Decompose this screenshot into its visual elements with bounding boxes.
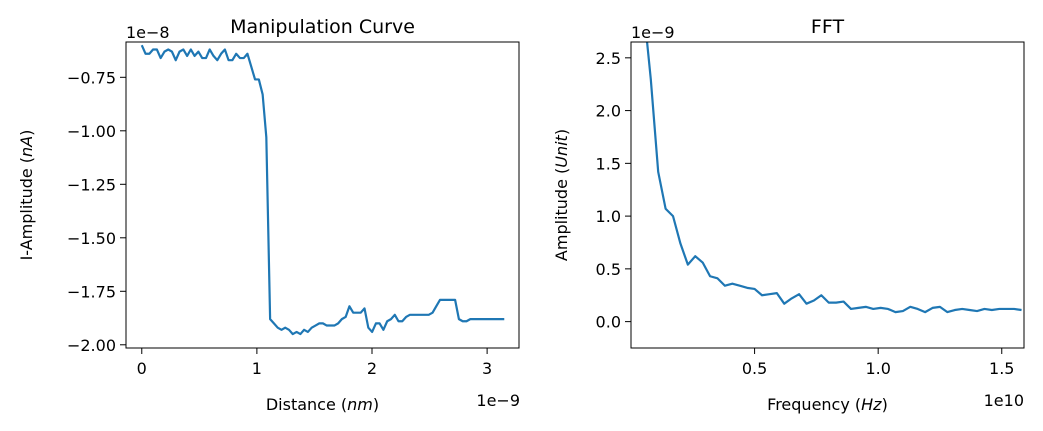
y-tick-label: 0.5 xyxy=(596,260,621,279)
y-tick-label: −1.25 xyxy=(67,175,116,194)
y-tick-label: −1.00 xyxy=(67,122,116,141)
manipulation-curve-chart: Manipulation Curve 0 1 2 3 −0.75 −1.00 −1.25 −… xyxy=(17,16,520,414)
y-offset-text: 1e−9 xyxy=(631,23,675,42)
y-tick-label: −1.75 xyxy=(67,282,116,301)
y-tick-label: −2.00 xyxy=(67,336,116,355)
chart-title: Manipulation Curve xyxy=(230,16,415,38)
y-tick-label: 2.5 xyxy=(596,49,621,68)
fft-chart: FFT 0.5 1.0 1.5 0.0 0.5 1.0 1.5 2.0 2.5 1e10 1e… xyxy=(552,16,1025,414)
x-tick-label: 1.5 xyxy=(989,359,1014,378)
x-tick-label: 3 xyxy=(482,359,492,378)
y-tick-label: 1.0 xyxy=(596,207,621,226)
x-tick-label: 1 xyxy=(252,359,262,378)
x-tick-label: 0.5 xyxy=(742,359,767,378)
plot-frame xyxy=(125,41,520,349)
x-offset-text: 1e10 xyxy=(984,391,1024,410)
y-tick-label: −0.75 xyxy=(67,68,116,87)
plot-frame xyxy=(630,41,1025,349)
y-tick-label: 2.0 xyxy=(596,102,621,121)
y-tick-label: 0.0 xyxy=(596,313,621,332)
x-tick-label: 1.0 xyxy=(865,359,890,378)
y-axis-label: Amplitude (Unit) xyxy=(552,129,571,261)
series-line xyxy=(645,42,1022,314)
y-tick-label: 1.5 xyxy=(596,154,621,173)
x-axis-label: Distance (nm) xyxy=(266,395,379,414)
x-axis-label: Frequency (Hz) xyxy=(767,395,888,414)
y-tick-label: −1.50 xyxy=(67,229,116,248)
x-tick-label: 0 xyxy=(137,359,147,378)
series-line xyxy=(140,44,505,336)
x-tick-label: 2 xyxy=(367,359,377,378)
chart-title: FFT xyxy=(811,16,845,38)
y-axis-label: I-Amplitude (nA) xyxy=(17,130,36,261)
x-offset-text: 1e−9 xyxy=(476,391,520,410)
y-offset-text: 1e−8 xyxy=(126,23,170,42)
